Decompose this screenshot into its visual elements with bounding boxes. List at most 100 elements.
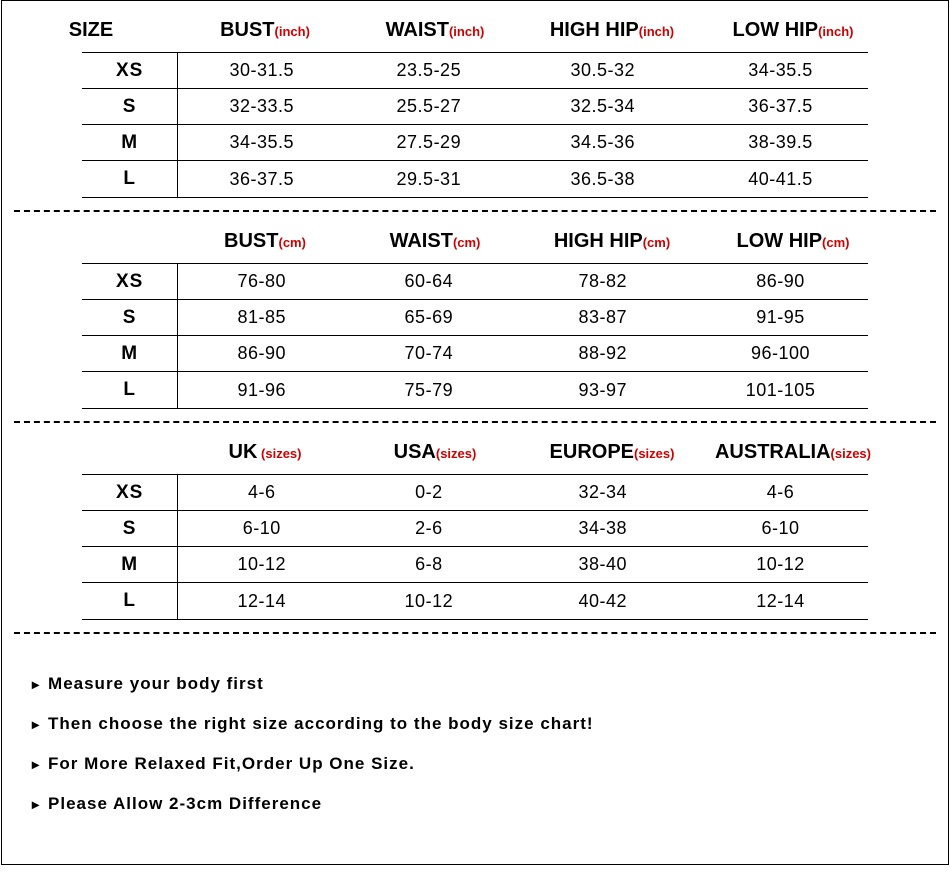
cell: 78-82 [512, 271, 693, 292]
cell: 6-10 [178, 518, 345, 539]
header-bust: BUST(cm) [180, 230, 350, 253]
cell: 10-12 [178, 554, 345, 575]
cell: 76-80 [178, 271, 345, 292]
table-intl: UK (sizes) USA(sizes) EUROPE(sizes) AUST… [2, 423, 948, 620]
table-body: XS 76-80 60-64 78-82 86-90 S 81-85 65-69… [82, 263, 868, 409]
cell: 10-12 [345, 591, 512, 612]
cell-size: XS [82, 53, 178, 88]
header-uk: UK (sizes) [180, 441, 350, 464]
cell: 34-35.5 [178, 132, 345, 153]
cell: 91-96 [178, 380, 345, 401]
header-waist: WAIST(inch) [350, 19, 520, 42]
header-waist: WAIST(cm) [350, 230, 520, 253]
cell: 4-6 [693, 482, 868, 503]
cell: 6-10 [693, 518, 868, 539]
table-row: S 6-10 2-6 34-38 6-10 [82, 511, 868, 547]
table-row: S 32-33.5 25.5-27 32.5-34 36-37.5 [82, 89, 868, 125]
header-highhip: HIGH HIP(inch) [520, 19, 704, 42]
cell: 2-6 [345, 518, 512, 539]
cell-size: L [82, 583, 178, 619]
header-lowhip: LOW HIP(cm) [704, 230, 882, 253]
header-highhip: HIGH HIP(cm) [520, 230, 704, 253]
cell-size: S [82, 511, 178, 546]
cell: 38-39.5 [693, 132, 868, 153]
cell: 32-33.5 [178, 96, 345, 117]
cell: 30.5-32 [512, 60, 693, 81]
cell-size: S [82, 300, 178, 335]
cell: 36.5-38 [512, 169, 693, 190]
cell: 38-40 [512, 554, 693, 575]
section-divider [14, 632, 936, 634]
cell: 27.5-29 [345, 132, 512, 153]
cell: 34-38 [512, 518, 693, 539]
table-row: L 36-37.5 29.5-31 36.5-38 40-41.5 [82, 161, 868, 197]
cell: 34.5-36 [512, 132, 693, 153]
notes-block: Measure your body first Then choose the … [32, 674, 918, 814]
header-empty [2, 230, 180, 253]
cell: 60-64 [345, 271, 512, 292]
table-body: XS 4-6 0-2 32-34 4-6 S 6-10 2-6 34-38 6-… [82, 474, 868, 620]
header-bust: BUST(inch) [180, 19, 350, 42]
cell: 83-87 [512, 307, 693, 328]
cell: 75-79 [345, 380, 512, 401]
table-header-row: UK (sizes) USA(sizes) EUROPE(sizes) AUST… [2, 423, 948, 474]
cell-size: S [82, 89, 178, 124]
cell: 12-14 [178, 591, 345, 612]
cell: 81-85 [178, 307, 345, 328]
cell: 6-8 [345, 554, 512, 575]
table-row: M 86-90 70-74 88-92 96-100 [82, 336, 868, 372]
cell-size: L [82, 161, 178, 197]
note-line: Then choose the right size according to … [32, 714, 918, 734]
table-header-row: BUST(cm) WAIST(cm) HIGH HIP(cm) LOW HIP(… [2, 212, 948, 263]
table-inch: SIZE BUST(inch) WAIST(inch) HIGH HIP(inc… [2, 1, 948, 198]
table-row: XS 76-80 60-64 78-82 86-90 [82, 264, 868, 300]
cell-size: M [82, 336, 178, 371]
cell-size: M [82, 547, 178, 582]
cell-size: XS [82, 264, 178, 299]
cell: 30-31.5 [178, 60, 345, 81]
cell: 91-95 [693, 307, 868, 328]
cell: 32.5-34 [512, 96, 693, 117]
table-row: S 81-85 65-69 83-87 91-95 [82, 300, 868, 336]
table-row: M 34-35.5 27.5-29 34.5-36 38-39.5 [82, 125, 868, 161]
cell: 86-90 [693, 271, 868, 292]
cell: 10-12 [693, 554, 868, 575]
cell: 65-69 [345, 307, 512, 328]
cell: 29.5-31 [345, 169, 512, 190]
cell: 12-14 [693, 591, 868, 612]
table-row: L 12-14 10-12 40-42 12-14 [82, 583, 868, 619]
header-lowhip: LOW HIP(inch) [704, 19, 882, 42]
cell: 4-6 [178, 482, 345, 503]
cell-size: L [82, 372, 178, 408]
table-body: XS 30-31.5 23.5-25 30.5-32 34-35.5 S 32-… [82, 52, 868, 198]
cell-size: XS [82, 475, 178, 510]
cell: 0-2 [345, 482, 512, 503]
cell: 25.5-27 [345, 96, 512, 117]
cell: 40-42 [512, 591, 693, 612]
cell: 40-41.5 [693, 169, 868, 190]
cell: 34-35.5 [693, 60, 868, 81]
note-line: Please Allow 2-3cm Difference [32, 794, 918, 814]
header-size: SIZE [2, 19, 180, 42]
cell: 70-74 [345, 343, 512, 364]
header-europe: EUROPE(sizes) [520, 441, 704, 464]
cell: 23.5-25 [345, 60, 512, 81]
cell: 101-105 [693, 380, 868, 401]
header-empty [2, 441, 180, 464]
note-line: Measure your body first [32, 674, 918, 694]
cell: 36-37.5 [693, 96, 868, 117]
size-chart-panel: SIZE BUST(inch) WAIST(inch) HIGH HIP(inc… [1, 0, 949, 865]
table-row: M 10-12 6-8 38-40 10-12 [82, 547, 868, 583]
table-row: L 91-96 75-79 93-97 101-105 [82, 372, 868, 408]
note-line: For More Relaxed Fit,Order Up One Size. [32, 754, 918, 774]
cell: 86-90 [178, 343, 345, 364]
header-usa: USA(sizes) [350, 441, 520, 464]
table-header-row: SIZE BUST(inch) WAIST(inch) HIGH HIP(inc… [2, 1, 948, 52]
cell: 96-100 [693, 343, 868, 364]
table-row: XS 4-6 0-2 32-34 4-6 [82, 475, 868, 511]
cell: 36-37.5 [178, 169, 345, 190]
cell: 32-34 [512, 482, 693, 503]
header-australia: AUSTRALIA(sizes) [704, 441, 882, 464]
cell-size: M [82, 125, 178, 160]
cell: 93-97 [512, 380, 693, 401]
